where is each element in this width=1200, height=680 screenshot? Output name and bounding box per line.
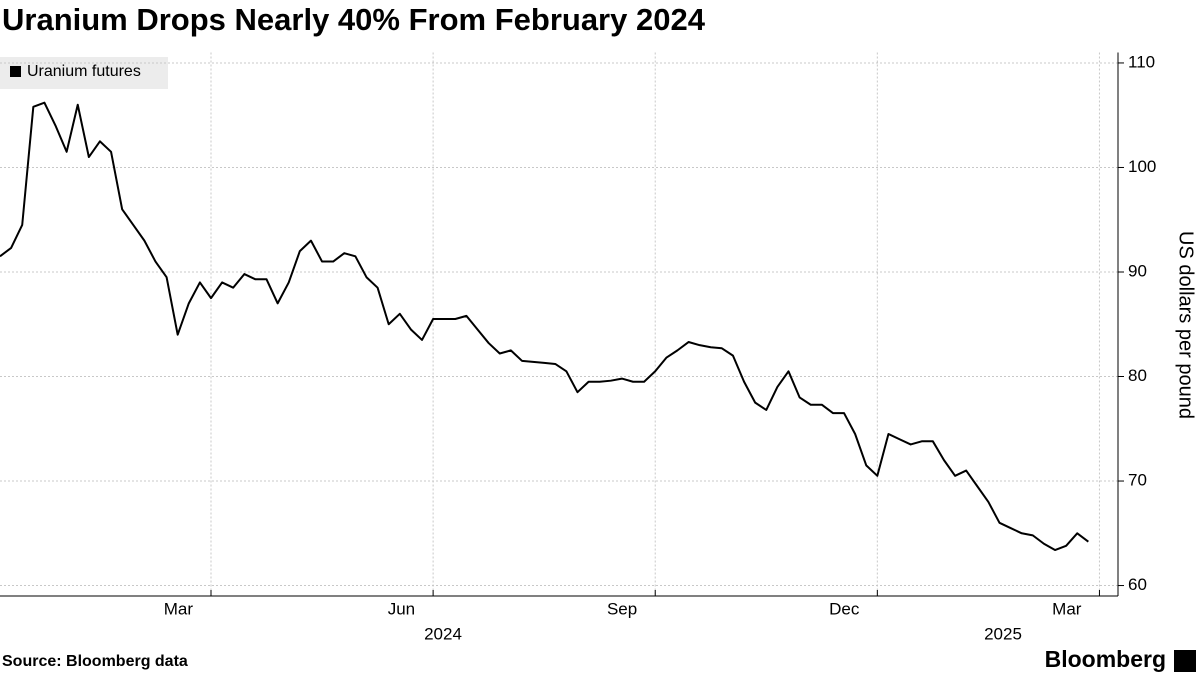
x-tick-label: Sep xyxy=(607,599,637,618)
brand-icon xyxy=(1174,650,1196,672)
y-tick-label: 90 xyxy=(1128,261,1147,280)
y-tick-label: 110 xyxy=(1128,52,1155,71)
y-tick-label: 80 xyxy=(1128,366,1147,385)
y-tick-label: 70 xyxy=(1128,471,1147,490)
x-tick-label: Mar xyxy=(1052,599,1082,618)
x-year-label: 2024 xyxy=(424,624,462,643)
source: Source: Bloomberg data xyxy=(2,653,188,670)
chart-title: Uranium Drops Nearly 40% From February 2… xyxy=(2,2,706,37)
x-tick-label: Jun xyxy=(388,599,415,618)
x-tick-label: Mar xyxy=(164,599,194,618)
legend-label: Uranium futures xyxy=(27,63,141,80)
legend-swatch xyxy=(10,66,21,77)
brand: Bloomberg xyxy=(1045,646,1166,672)
y-axis-label: US dollars per pound xyxy=(1175,231,1197,419)
y-tick-label: 60 xyxy=(1128,575,1147,594)
y-tick-label: 100 xyxy=(1128,157,1156,176)
line-series xyxy=(0,101,1089,552)
legend-box xyxy=(0,57,168,89)
x-year-label: 2025 xyxy=(984,624,1022,643)
x-tick-label: Dec xyxy=(829,599,860,618)
